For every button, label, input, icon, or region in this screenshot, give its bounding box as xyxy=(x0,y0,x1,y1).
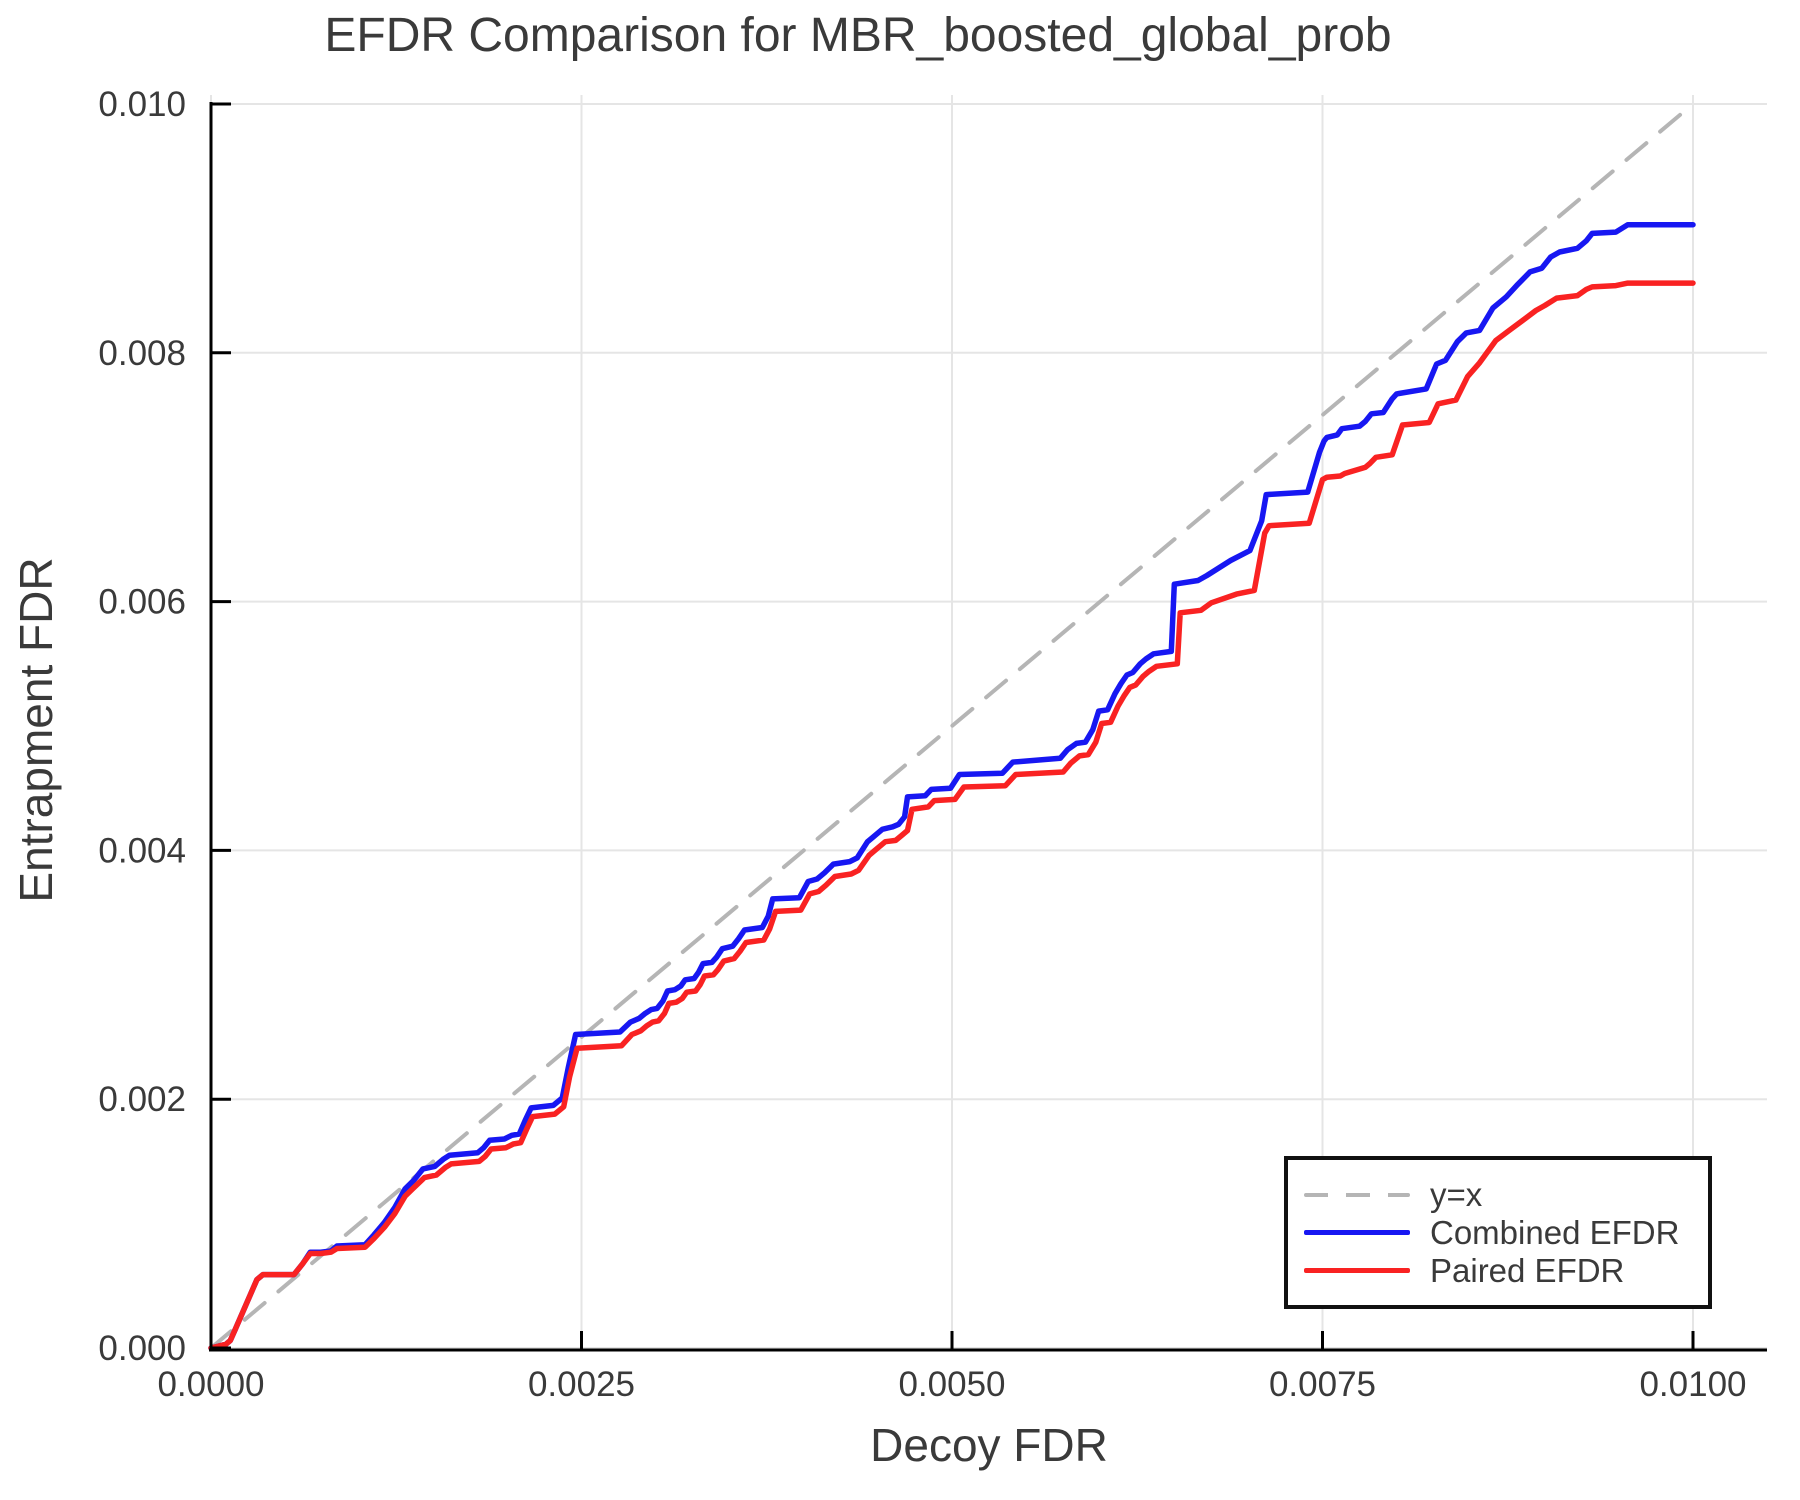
legend-red-line-icon xyxy=(1304,1268,1410,1273)
legend: y=x Combined EFDR Paired EFDR xyxy=(1284,1156,1712,1309)
x-tick-label: 0.0000 xyxy=(157,1365,264,1404)
y-tick-label: 0.006 xyxy=(98,583,186,622)
series-y-x xyxy=(209,102,1695,1350)
y-tick-label: 0.010 xyxy=(98,85,186,124)
series-combined-efdr xyxy=(208,221,1696,1351)
y-tick-label: 0.002 xyxy=(98,1080,186,1119)
legend-item-identity: y=x xyxy=(1304,1176,1708,1214)
legend-label: y=x xyxy=(1430,1176,1483,1213)
x-tick-label: 0.0075 xyxy=(1269,1365,1376,1404)
y-tick-label: 0.004 xyxy=(98,831,186,870)
x-tick-label: 0.0050 xyxy=(898,1365,1005,1404)
y-tick-label: 0.000 xyxy=(98,1329,186,1368)
legend-item-combined: Combined EFDR xyxy=(1304,1214,1708,1252)
series-paired-efdr xyxy=(208,280,1696,1351)
legend-blue-line-icon xyxy=(1304,1230,1410,1235)
x-axis-label: Decoy FDR xyxy=(870,1419,1108,1471)
legend-dashed-line-icon xyxy=(1304,1192,1410,1197)
x-tick-label: 0.0025 xyxy=(528,1365,635,1404)
x-tick-label: 0.0100 xyxy=(1639,1365,1746,1404)
legend-label: Combined EFDR xyxy=(1430,1214,1680,1251)
legend-item-paired: Paired EFDR xyxy=(1304,1252,1708,1290)
legend-label: Paired EFDR xyxy=(1430,1252,1625,1289)
chart-title: EFDR Comparison for MBR_boosted_global_p… xyxy=(324,9,1392,62)
y-tick-label: 0.008 xyxy=(98,334,186,373)
